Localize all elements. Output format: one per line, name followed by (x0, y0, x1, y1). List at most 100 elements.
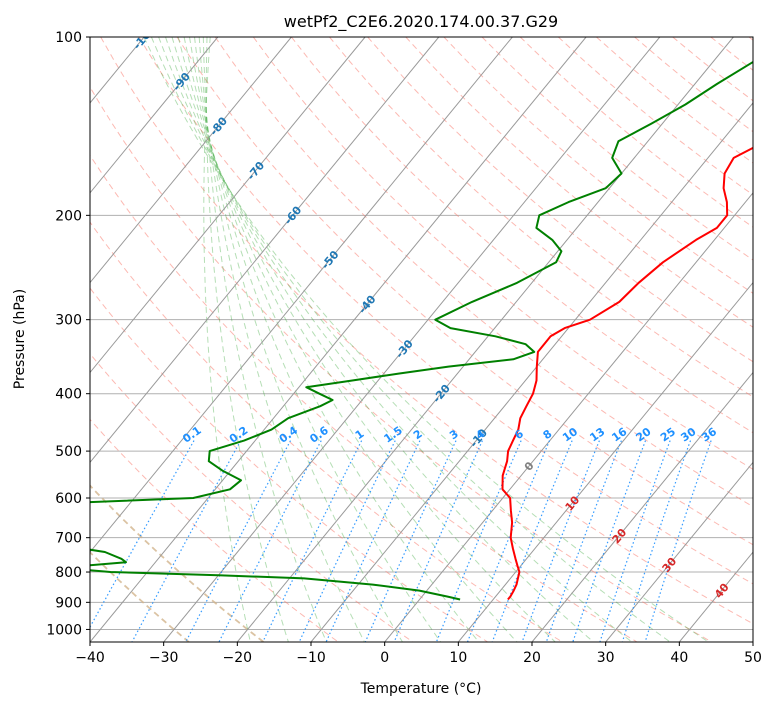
dry-adiabat (90, 551, 190, 642)
isotherm-line (678, 551, 753, 642)
mixing-ratio-label: 1 (353, 427, 367, 442)
mixing-ratio-label: 36 (699, 425, 719, 445)
temperature-profile (501, 146, 753, 601)
dry-adiabat (176, 37, 753, 546)
x-tick-label: −20 (223, 650, 253, 666)
mixing-ratio-line (572, 440, 647, 642)
isotherm-line (163, 37, 661, 642)
mixing-ratio-line (218, 440, 322, 642)
mixing-ratio-line (262, 440, 363, 642)
dry-adiabat (367, 37, 753, 363)
isotherm-line (90, 37, 440, 464)
y-tick-label: 1000 (46, 622, 82, 638)
dry-adiabat (405, 37, 753, 328)
isotherm-line (90, 37, 366, 374)
moist-adiabat (198, 37, 365, 642)
mixing-ratio-label: 2 (411, 427, 425, 442)
x-tick-label: −30 (149, 650, 179, 666)
isotherm-line (457, 281, 753, 642)
dry-adiabat (138, 37, 753, 585)
moist-adiabat (177, 37, 518, 642)
dry-adiabat (90, 86, 712, 642)
mixing-ratio-line (599, 440, 671, 642)
x-tick-label: 50 (744, 650, 762, 666)
mixing-ratio-line (325, 440, 421, 642)
moist-adiabat (202, 37, 327, 642)
x-tick-label: −10 (296, 650, 326, 666)
mixing-ratio-line (621, 440, 692, 642)
isotherm-line (531, 371, 753, 642)
y-tick-label: 600 (55, 491, 82, 507)
plot-frame (89, 36, 754, 643)
mixing-ratio-label: 8 (541, 427, 555, 442)
dry-adiabat (443, 37, 753, 294)
x-tick-label: 10 (449, 650, 467, 666)
moist-adiabat (203, 37, 251, 642)
isotherm-line (752, 641, 753, 642)
x-tick-label: 30 (597, 650, 615, 666)
dry-adiabat (100, 37, 753, 625)
isotherm-line (236, 37, 734, 642)
isotherm-line (0, 37, 70, 642)
moist-adiabat (150, 37, 671, 642)
moist-adiabat (143, 37, 709, 642)
isotherm-line (90, 37, 513, 553)
moist-adiabat (165, 37, 594, 642)
x-tick-label: 40 (670, 650, 688, 666)
y-tick-label: 700 (55, 531, 82, 547)
mixing-ratio-label: 25 (658, 425, 678, 444)
y-tick-label: 100 (55, 30, 82, 46)
mixing-ratio-label: 0.2 (227, 424, 250, 446)
mixing-ratio-label: 30 (678, 425, 698, 445)
moist-adiabat (189, 37, 442, 642)
dewpoint-profile (90, 60, 753, 601)
moist-adiabat (183, 37, 480, 642)
mixing-ratio-line (185, 440, 292, 642)
x-tick-label: −40 (75, 650, 105, 666)
moist-adiabat (158, 37, 633, 642)
dry-adiabat (90, 154, 638, 642)
moist-adiabat (171, 37, 556, 642)
y-tick-label: 800 (55, 565, 82, 581)
y-tick-label: 200 (55, 208, 82, 224)
x-tick-label: 20 (523, 650, 541, 666)
y-tick-label: 900 (55, 595, 82, 611)
mixing-ratio-line (131, 440, 242, 642)
dry-adiabat (329, 37, 753, 398)
y-tick-label: 500 (55, 444, 82, 460)
isotherm-line (384, 192, 753, 642)
mixing-ratio-label: 13 (587, 425, 607, 444)
chart-title: wetPf2_C2E6.2020.174.00.37.G29 (284, 12, 558, 32)
mixing-ratio-line (644, 440, 712, 642)
dry-adiabat (710, 37, 753, 71)
dry-adiabat (90, 287, 488, 642)
isotherm-line (90, 37, 219, 194)
dry-adiabat (90, 418, 339, 642)
mixing-ratio-line (393, 440, 483, 642)
mixing-ratio-line (545, 440, 622, 642)
mixing-ratio-line (298, 440, 396, 642)
x-tick-label: 0 (380, 650, 389, 666)
dry-adiabat (672, 37, 753, 102)
dry-adiabat (557, 37, 753, 196)
mixing-ratio-line (435, 440, 522, 642)
isotherm-line (90, 37, 292, 284)
mixing-ratio-line (364, 440, 457, 642)
mixing-ratio-line (90, 440, 195, 629)
dry-adiabat (90, 221, 563, 642)
mixing-ratio-line (521, 440, 600, 642)
y-tick-label: 400 (55, 387, 82, 403)
y-tick-label: 300 (55, 313, 82, 329)
mixing-ratio-line (491, 440, 573, 642)
x-axis-title: Temperature (°C) (360, 681, 482, 697)
dry-adiabat (214, 37, 753, 508)
dry-adiabat (90, 484, 265, 642)
mixing-ratio-label: 3 (447, 427, 461, 442)
mixing-ratio-label: 0.1 (180, 424, 203, 446)
isotherm-line (310, 102, 753, 642)
mixing-ratio-label: 20 (633, 425, 653, 445)
moist-adiabat (205, 37, 289, 642)
isotherm-line (90, 37, 587, 642)
y-axis-title: Pressure (hPa) (12, 289, 28, 389)
